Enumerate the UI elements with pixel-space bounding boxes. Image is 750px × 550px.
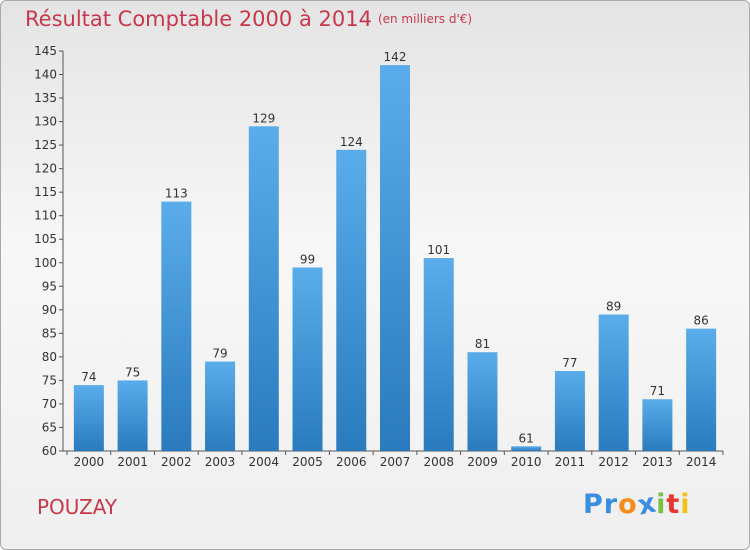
bar-value-label: 142 [384,50,407,64]
x-tick-label: 2012 [598,455,629,469]
bar [642,399,673,451]
bar [598,314,629,451]
logo-letter: P [583,489,604,520]
chart-title: Résultat Comptable 2000 à 2014 (en millie… [25,7,472,31]
bar [117,380,148,451]
chart-unit: (en milliers d'€) [377,12,473,26]
y-tick-label: 110 [34,209,57,223]
bar-value-label: 86 [693,314,708,328]
x-tick-label: 2014 [686,455,717,469]
bar-value-label: 99 [300,252,315,266]
bar-value-label: 89 [606,300,621,314]
bar-value-label: 129 [252,111,275,125]
y-tick-label: 70 [42,397,57,411]
bar [686,328,717,451]
y-tick-label: 80 [42,350,57,364]
y-tick-label: 105 [34,232,57,246]
x-tick-label: 2010 [511,455,542,469]
bar [380,65,410,451]
x-tick-label: 2011 [555,455,586,469]
logo-letter: t [666,489,681,520]
bar [161,201,192,451]
x-tick-label: 2001 [117,455,148,469]
x-tick-label: 2000 [74,455,105,469]
logo-letter: r [603,489,619,520]
bar-value-label: 74 [81,370,96,384]
x-tick-label: 2003 [205,455,236,469]
chart-axes: 60 65 70 75 80 85 90 95 100 105 110 115 120 125 130 135… [34,44,724,469]
bar-value-label: 81 [475,337,490,351]
y-tick-label: 115 [34,185,57,199]
y-tick-label: 85 [42,326,57,340]
y-tick-label: 145 [34,44,57,58]
x-tick-label: 2004 [249,455,280,469]
bar [73,385,104,451]
y-tick-label: 95 [42,279,57,293]
bar-value-label: 113 [165,187,188,201]
bar [336,149,367,451]
bar [554,371,585,451]
bar [292,267,323,451]
logo-letter: o [618,489,638,520]
bar [423,258,454,451]
x-tick-label: 2009 [467,455,498,469]
bar [467,352,498,451]
y-tick-label: 100 [34,256,57,270]
bar [248,126,279,451]
logo-letter: i [680,489,691,520]
x-tick-label: 2007 [380,455,411,469]
y-tick-label: 140 [34,68,57,82]
y-tick-label: 125 [34,138,57,152]
chart-title-text: Résultat Comptable 2000 à 2014 [25,7,372,31]
proxiti-logo[interactable]: Proxiti [583,487,691,521]
bar-value-label: 71 [650,384,665,398]
y-tick-label: 65 [42,420,57,434]
y-tick-label: 130 [34,115,57,129]
x-tick-label: 2008 [423,455,454,469]
logo-letter: i [656,489,667,520]
x-tick-label: 2013 [642,455,673,469]
place-name: POUZAY [37,495,118,519]
bar-value-label: 79 [212,347,227,361]
bar-value-label: 77 [562,356,577,370]
y-tick-label: 90 [42,303,57,317]
x-tick-label: 2002 [161,455,192,469]
bar-value-label: 61 [519,431,534,445]
bar-value-label: 101 [427,243,450,257]
x-tick-label: 2005 [292,455,323,469]
y-tick-label: 75 [42,373,57,387]
x-tick-label: 2006 [336,455,367,469]
y-tick-label: 120 [34,162,57,176]
bar-value-label: 124 [340,135,363,149]
chart-bars: 74 75 113 79 129 99 124 142 101 81 61 77 89 71 86 [73,50,717,451]
y-tick-label: 60 [42,444,57,458]
bar [511,446,542,451]
bar [205,361,236,451]
y-tick-label: 135 [34,91,57,105]
bar-value-label: 75 [125,365,140,379]
